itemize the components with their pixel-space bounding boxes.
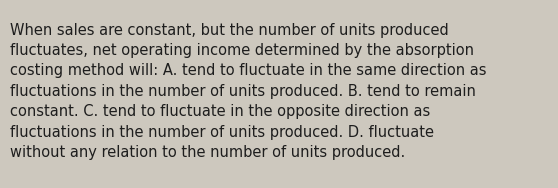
Text: When sales are constant, but the number of units produced
fluctuates, net operat: When sales are constant, but the number … — [10, 23, 487, 160]
